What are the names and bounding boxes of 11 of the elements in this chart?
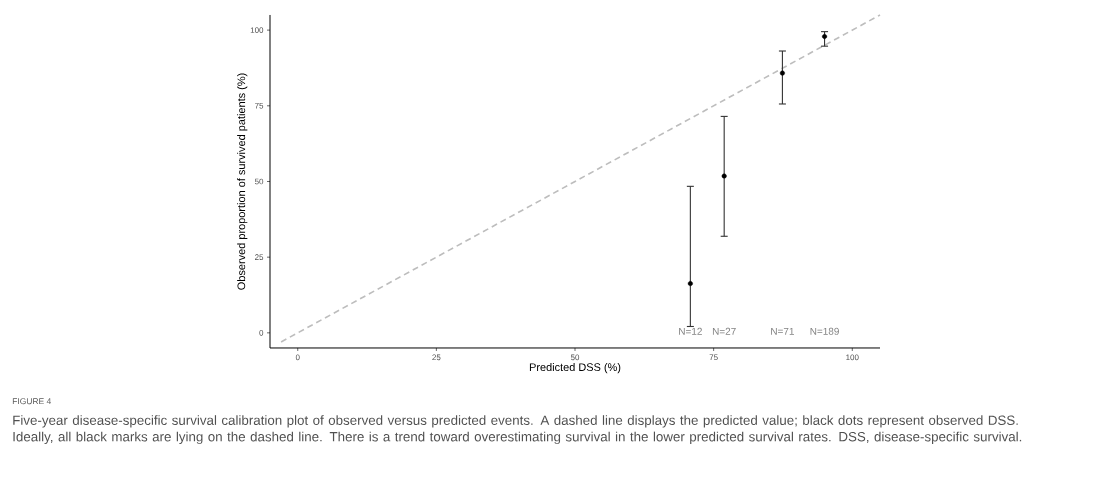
annotation: N=12 xyxy=(679,327,702,335)
caption: FIGURE 4 xyxy=(12,398,52,405)
y-axis-title: Observed proportion of survived patients (%) xyxy=(237,73,248,290)
point xyxy=(721,173,727,179)
annotation: N=71 xyxy=(771,327,794,335)
point xyxy=(779,70,785,76)
point xyxy=(687,281,693,287)
annotation: N=27 xyxy=(712,327,736,335)
text: Five-year disease-specific survival calibration plot of observed versus predicted events. A dashed line displays the predicted value; black dots represent observed DSS. Ideally, all black marks are lying on the dashed line. There is a trend toward overestimating survival in the lower predicted survival rates. DSS, disease-specific survival. xyxy=(13,415,1022,445)
x-axis-title: Predicted DSS (%) xyxy=(529,362,621,374)
annotation: N=189 xyxy=(810,327,839,335)
